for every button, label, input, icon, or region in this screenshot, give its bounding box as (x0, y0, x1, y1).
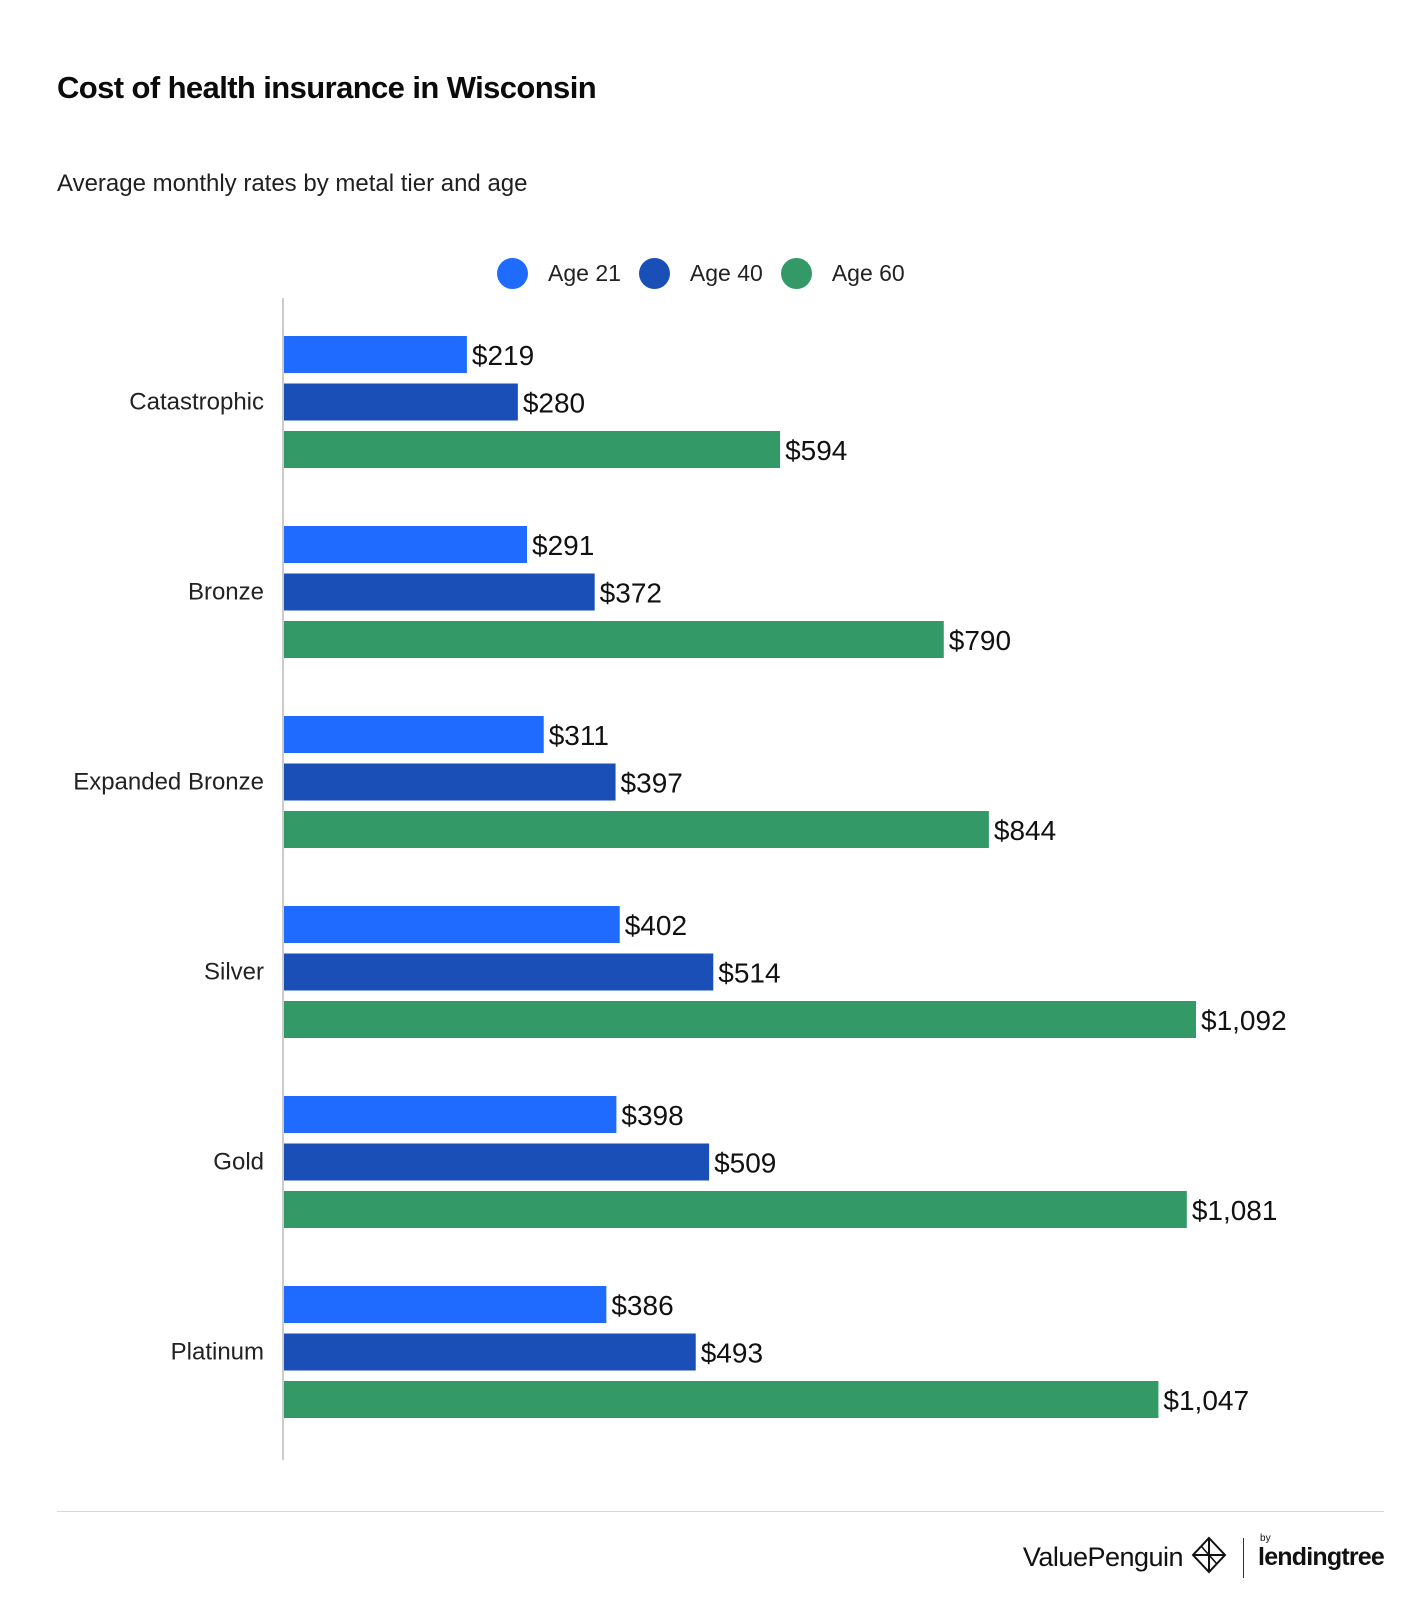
value-label-expanded-bronze-age-40: $397 (621, 768, 683, 799)
value-label-gold-age-60: $1,081 (1192, 1195, 1278, 1226)
value-label-platinum-age-21: $386 (611, 1290, 673, 1321)
value-label-silver-age-60: $1,092 (1201, 1005, 1287, 1036)
legend-swatch-age-60 (780, 258, 812, 289)
legend-swatch-age-40 (638, 258, 670, 289)
bar-platinum-age-60 (284, 1381, 1159, 1418)
bar-silver-age-60 (284, 1001, 1196, 1038)
bar-expanded-bronze-age-40 (284, 763, 616, 801)
bar-gold-age-60 (284, 1191, 1187, 1228)
value-label-bronze-age-60: $790 (949, 625, 1011, 656)
legend-label-age-40: Age 40 (689, 260, 763, 286)
bar-expanded-bronze-age-60 (284, 811, 989, 848)
bar-platinum-age-21 (284, 1286, 607, 1323)
bar-bronze-age-60 (284, 621, 944, 658)
value-label-catastrophic-age-40: $280 (523, 388, 585, 419)
value-label-gold-age-40: $509 (714, 1148, 776, 1179)
bar-gold-age-21 (284, 1096, 617, 1133)
value-label-expanded-bronze-age-21: $311 (549, 720, 609, 751)
legend-swatch-age-21 (497, 258, 528, 289)
penguin-diamond-icon (1191, 1536, 1227, 1579)
bar-catastrophic-age-60 (284, 431, 781, 468)
legend-label-age-60: Age 60 (831, 260, 905, 286)
legend: Age 21 Age 40 Age 60 (497, 258, 923, 289)
value-label-platinum-age-40: $493 (701, 1338, 763, 1369)
value-label-silver-age-40: $514 (718, 958, 780, 989)
brand-separator (1243, 1537, 1245, 1578)
value-label-bronze-age-40: $372 (600, 578, 662, 609)
legend-label-age-21: Age 21 (548, 260, 621, 286)
lendingtree-logo-text: by lendingtree (1258, 1533, 1385, 1572)
value-label-silver-age-21: $402 (625, 910, 687, 941)
category-label-silver: Silver (204, 959, 264, 986)
category-label-catastrophic: Catastrophic (129, 389, 264, 416)
bar-bronze-age-21 (284, 526, 528, 563)
bar-silver-age-21 (284, 906, 620, 943)
category-label-bronze: Bronze (188, 579, 264, 606)
category-label-gold: Gold (213, 1149, 264, 1176)
value-label-gold-age-21: $398 (621, 1100, 683, 1131)
legend-item-age-60: Age 60 (780, 258, 905, 289)
lendingtree-wordmark: lendingtree (1258, 1543, 1385, 1571)
chart-subtitle: Average monthly rates by metal tier and … (57, 170, 528, 197)
chart-title: Cost of health insurance in Wisconsin (57, 70, 597, 105)
value-label-expanded-bronze-age-60: $844 (994, 815, 1056, 846)
footer-branding: ValuePenguin by lendingtree (1022, 1533, 1385, 1579)
bar-catastrophic-age-40 (284, 383, 518, 421)
bar-gold-age-40 (284, 1143, 710, 1181)
value-label-catastrophic-age-21: $219 (472, 340, 534, 371)
legend-item-age-40: Age 40 (638, 258, 763, 289)
bar-bronze-age-40 (284, 573, 595, 611)
bar-catastrophic-age-21 (284, 336, 467, 373)
brand-by-label: by (1260, 1533, 1271, 1544)
bar-expanded-bronze-age-21 (284, 716, 544, 753)
category-label-expanded-bronze: Expanded Bronze (73, 769, 264, 796)
valuepenguin-logo-text: ValuePenguin (1022, 1542, 1184, 1572)
category-label-platinum: Platinum (171, 1339, 264, 1366)
bar-silver-age-40 (284, 953, 714, 991)
value-label-catastrophic-age-60: $594 (785, 435, 847, 466)
footer-divider (57, 1511, 1384, 1512)
bar-platinum-age-40 (284, 1333, 696, 1371)
value-label-bronze-age-21: $291 (532, 530, 594, 561)
value-label-platinum-age-60: $1,047 (1163, 1385, 1249, 1416)
legend-item-age-21: Age 21 (497, 258, 621, 289)
